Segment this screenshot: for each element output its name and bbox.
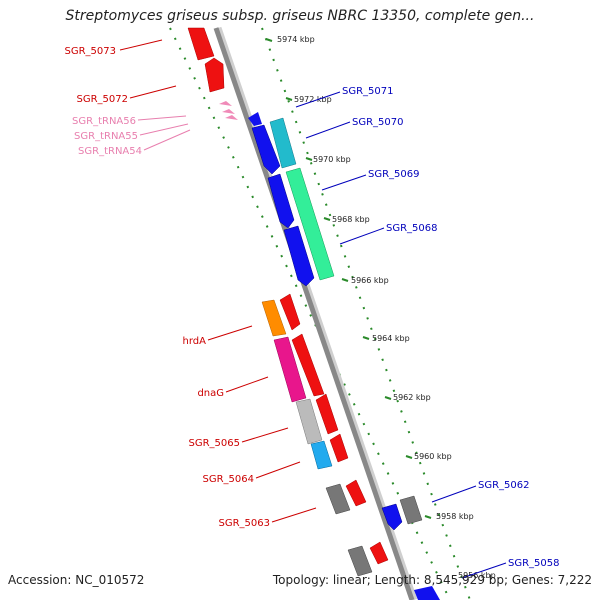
left-strand-genes [187,27,373,577]
gene-left-bottom[interactable] [347,545,373,577]
gene-label[interactable]: SGR_5069 [368,169,420,180]
gene-sgr5073[interactable] [187,27,215,61]
gene-label[interactable]: SGR_tRNA56 [72,116,136,127]
kbp-tick [323,217,331,221]
leader-sgr5063 [271,507,317,523]
gene-trna56[interactable] [219,101,232,106]
leader-sgr5071 [295,91,341,108]
gene-sgr5064[interactable] [329,433,349,463]
leader-sgr5068 [339,227,385,245]
kbp-label: 5974 kbp [277,35,315,44]
kbp-label: 5972 kbp [294,95,332,104]
gene-sgr5071[interactable] [248,112,262,126]
kbp-tick [305,157,313,161]
gene-label[interactable]: SGR_5073 [65,46,117,57]
leader-sgr5058 [461,562,507,579]
leader-sgr5069 [321,174,367,191]
leader-trna56 [137,115,187,121]
gene-label[interactable]: SGR_5062 [478,480,530,491]
leader-sgr5064 [255,461,301,479]
leader-trna54 [143,129,191,151]
kbp-label: 5968 kbp [332,215,370,224]
gene-label[interactable]: SGR_tRNA55 [74,131,138,142]
gene-sgr5065-left[interactable] [295,398,323,445]
gene-sgr5062-a[interactable] [381,503,403,531]
gene-label[interactable]: SGR_tRNA54 [78,146,142,157]
kbp-tick [341,278,349,282]
kbp-tick [362,336,370,340]
leader-trna55 [139,123,189,136]
backbone [213,27,415,600]
gene-label[interactable]: SGR_5070 [352,117,404,128]
accession-text: Accession: NC_010572 [8,573,145,587]
kbp-label: 5970 kbp [313,155,351,164]
leader-sgr5070 [305,121,351,139]
leader-sgr5065 [241,427,289,443]
gene-hrda[interactable] [279,293,301,331]
gene-label[interactable]: SGR_5071 [342,86,394,97]
kbp-label: 5956 kbp [458,571,496,580]
gene-label[interactable]: SGR_5065 [189,438,241,449]
gene-label[interactable]: SGR_5072 [77,94,129,105]
gene-trna55[interactable] [222,109,235,114]
gene-sgr5065[interactable] [315,393,339,435]
gene-sgr5069b[interactable] [285,167,335,281]
gene-label[interactable]: hrdA [183,336,207,347]
right-dotted-track [261,27,471,600]
kbp-tick [384,396,392,400]
gene-sgr5070b[interactable] [269,117,297,169]
kbp-tick [285,97,293,101]
leader-sgr5073 [119,39,163,51]
kbp-tick [424,515,432,519]
leader-sgr5062 [431,485,477,503]
kbp-label: 5958 kbp [436,512,474,521]
gene-label[interactable]: SGR_5063 [219,518,271,529]
gene-label[interactable]: SGR_5058 [508,558,560,569]
gene-trna54[interactable] [225,115,238,120]
gene-dnag[interactable] [291,333,325,397]
leader-hrda [207,325,253,341]
gene-hrda-left[interactable] [261,299,287,337]
kbp-tick [405,455,413,459]
topology-text: Topology: linear; Length: 8,545,929 bp; … [272,573,592,587]
gene-sgr5072[interactable] [204,57,225,93]
right-strand-genes [248,112,440,600]
leader-sgr5072 [129,85,177,99]
kbp-label: 5962 kbp [393,393,431,402]
gene-sgr5069[interactable] [267,173,295,229]
gene-sgr5062-b[interactable] [399,495,423,525]
kbp-label: 5964 kbp [372,334,410,343]
map-title: Streptomyces griseus subsp. griseus NBRC… [65,8,535,24]
gene-sgr5063[interactable] [345,479,367,507]
gene-sgr5064-left[interactable] [310,440,333,470]
gene-label[interactable]: dnaG [197,388,224,399]
leader-dnag [225,376,269,393]
gene-sgr5070[interactable] [251,124,281,175]
kbp-label: 5966 kbp [351,276,389,285]
kbp-label: 5960 kbp [414,452,452,461]
kbp-tick [265,38,273,42]
gene-sgr5063-left[interactable] [325,483,351,515]
gene-dnag-left[interactable] [273,336,307,403]
gene-sgr5068[interactable] [283,225,315,287]
gene-label[interactable]: SGR_5068 [386,223,438,234]
gene-bottom-blue[interactable] [414,586,440,600]
gene-label[interactable]: SGR_5064 [203,474,255,485]
gene-bottom-red[interactable] [369,541,389,565]
